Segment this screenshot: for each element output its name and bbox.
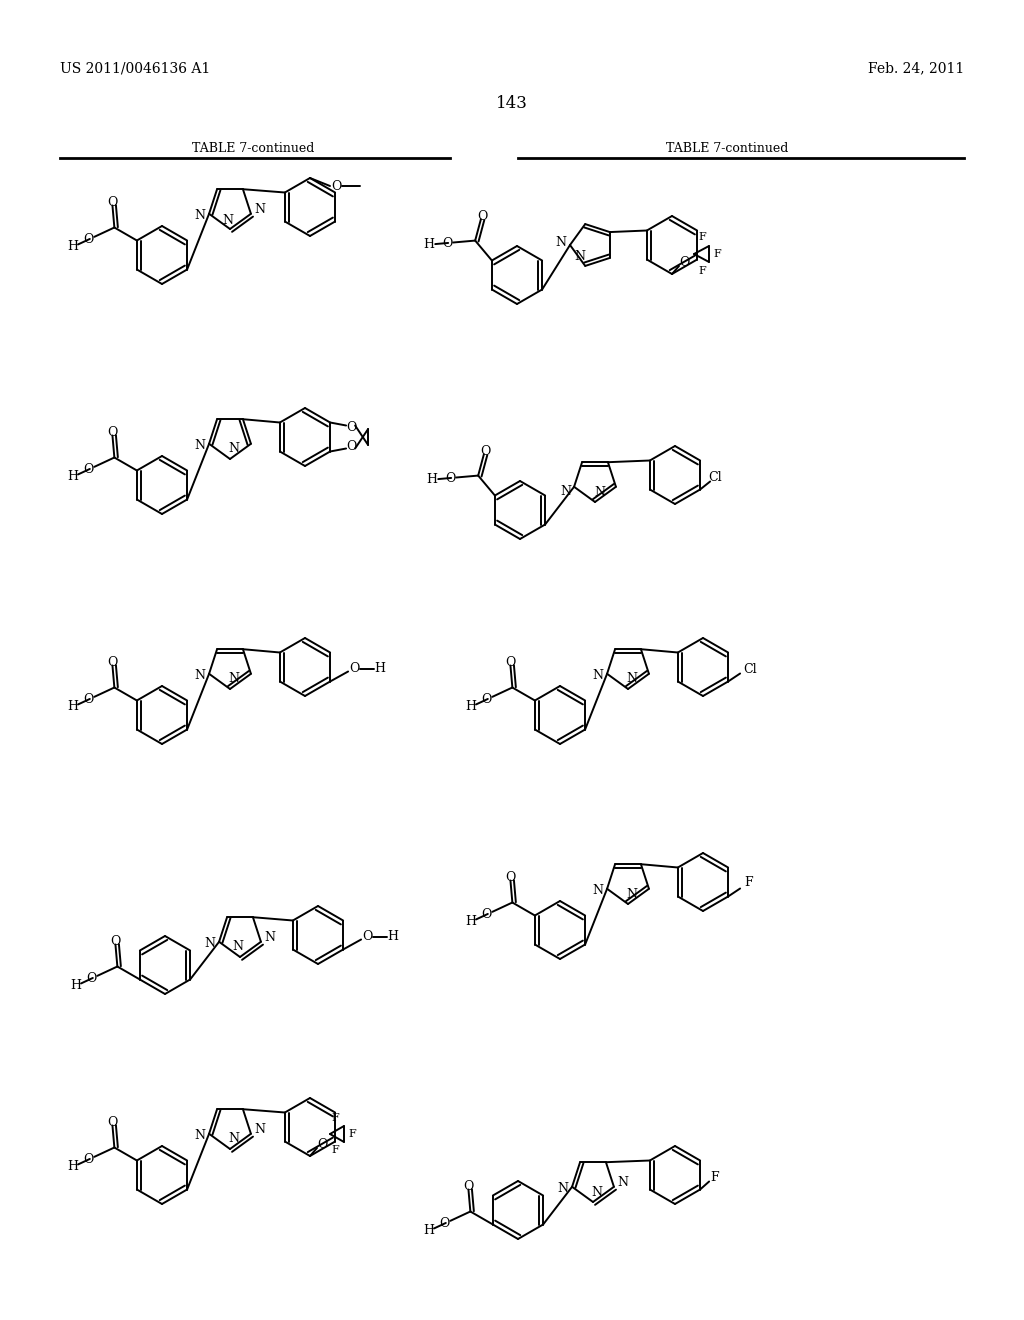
Text: O: O [110,935,120,948]
Text: O: O [679,256,689,268]
Text: O: O [442,236,453,249]
Text: N: N [222,214,233,227]
Text: H: H [70,979,81,993]
Text: N: N [195,440,206,453]
Text: O: O [316,1138,328,1151]
Text: H: H [68,701,78,714]
Text: N: N [555,236,566,249]
Text: O: O [106,1115,117,1129]
Text: O: O [346,421,356,434]
Text: N: N [574,251,586,264]
Text: Feb. 24, 2011: Feb. 24, 2011 [867,61,964,75]
Text: H: H [68,1160,78,1173]
Text: N: N [195,669,206,682]
Text: F: F [713,249,721,259]
Text: N: N [264,932,275,944]
Text: N: N [254,1123,265,1137]
Text: O: O [505,871,515,884]
Text: H: H [424,238,435,251]
Text: N: N [617,1176,629,1189]
Text: N: N [254,203,265,216]
Text: F: F [348,1129,356,1139]
Text: H: H [388,931,398,942]
Text: N: N [228,1133,240,1146]
Text: F: F [698,267,706,276]
Text: F: F [331,1113,339,1123]
Text: N: N [560,486,571,498]
Text: Cl: Cl [709,471,722,484]
Text: H: H [423,1225,434,1237]
Text: Cl: Cl [743,663,757,676]
Text: N: N [232,940,244,953]
Text: O: O [84,1152,94,1166]
Text: TABLE 7-continued: TABLE 7-continued [666,141,788,154]
Text: N: N [592,1185,602,1199]
Text: O: O [84,463,94,477]
Text: O: O [349,663,359,675]
Text: N: N [558,1183,568,1196]
Text: H: H [375,663,386,675]
Text: O: O [84,232,94,246]
Text: O: O [106,656,117,669]
Text: O: O [87,972,97,985]
Text: 143: 143 [496,95,528,111]
Text: O: O [84,693,94,706]
Text: TABLE 7-continued: TABLE 7-continued [191,141,314,154]
Text: F: F [698,232,706,242]
Text: F: F [710,1171,719,1184]
Text: N: N [627,672,638,685]
Text: H: H [68,470,78,483]
Text: H: H [465,916,476,928]
Text: O: O [505,656,515,669]
Text: N: N [205,937,216,950]
Text: H: H [427,473,437,486]
Text: O: O [481,693,493,706]
Text: N: N [228,672,240,685]
Text: N: N [593,884,603,898]
Text: N: N [595,486,605,499]
Text: N: N [195,210,206,222]
Text: H: H [465,701,476,714]
Text: O: O [106,195,117,209]
Text: N: N [195,1130,206,1142]
Text: N: N [228,442,240,455]
Text: O: O [463,1180,473,1193]
Text: O: O [361,931,373,942]
Text: US 2011/0046136 A1: US 2011/0046136 A1 [60,61,210,75]
Text: O: O [481,908,493,921]
Text: N: N [593,669,603,682]
Text: O: O [477,210,487,223]
Text: O: O [480,445,490,458]
Text: O: O [439,1217,451,1230]
Text: N: N [627,887,638,900]
Text: F: F [743,876,753,888]
Text: O: O [331,180,341,193]
Text: F: F [331,1144,339,1155]
Text: O: O [346,440,356,453]
Text: O: O [106,426,117,440]
Text: O: O [445,471,456,484]
Text: H: H [68,240,78,253]
